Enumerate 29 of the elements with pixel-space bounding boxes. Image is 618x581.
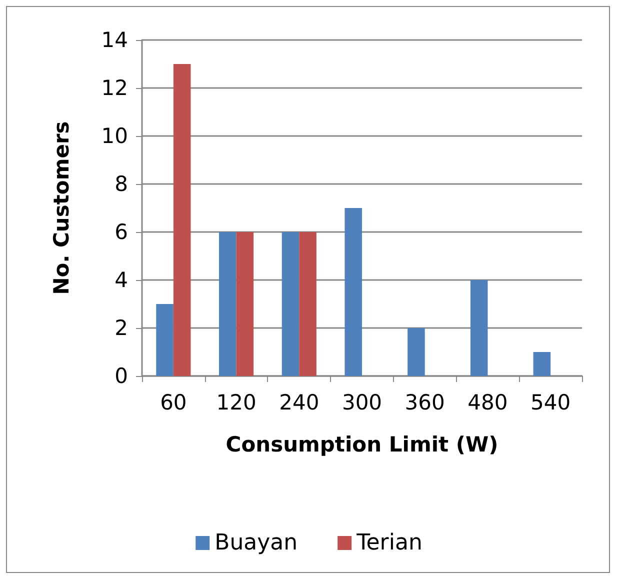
- bar: [173, 64, 191, 376]
- bar: [282, 232, 300, 376]
- y-axis-title: No. Customers: [50, 121, 74, 295]
- x-tick-label: 60: [160, 390, 187, 414]
- bar: [408, 328, 425, 376]
- x-tick-label: 360: [404, 390, 445, 414]
- y-tick-label: 12: [101, 76, 128, 100]
- y-tick-label: 0: [114, 364, 128, 388]
- x-axis-title: Consumption Limit (W): [226, 432, 498, 456]
- x-tick-label: 300: [342, 390, 382, 414]
- bar: [533, 352, 551, 376]
- x-tick-label: 240: [279, 390, 320, 414]
- y-tick-label: 8: [114, 172, 128, 196]
- bar: [299, 232, 316, 376]
- legend-label: Buayan: [214, 530, 298, 556]
- bar: [344, 208, 362, 376]
- bar: [236, 232, 254, 376]
- y-tick-label: 4: [114, 268, 128, 292]
- legend-label: Terian: [356, 530, 422, 556]
- bar: [219, 232, 236, 376]
- y-tick-label: 6: [114, 220, 128, 244]
- x-tick-label: 540: [530, 390, 571, 414]
- y-tick-label: 2: [114, 316, 128, 340]
- x-tick-label: 480: [468, 390, 508, 414]
- y-tick-label: 14: [101, 28, 128, 52]
- bar: [470, 280, 488, 376]
- y-tick-label: 10: [101, 124, 128, 148]
- x-tick-label: 120: [216, 390, 256, 414]
- bar: [156, 304, 174, 376]
